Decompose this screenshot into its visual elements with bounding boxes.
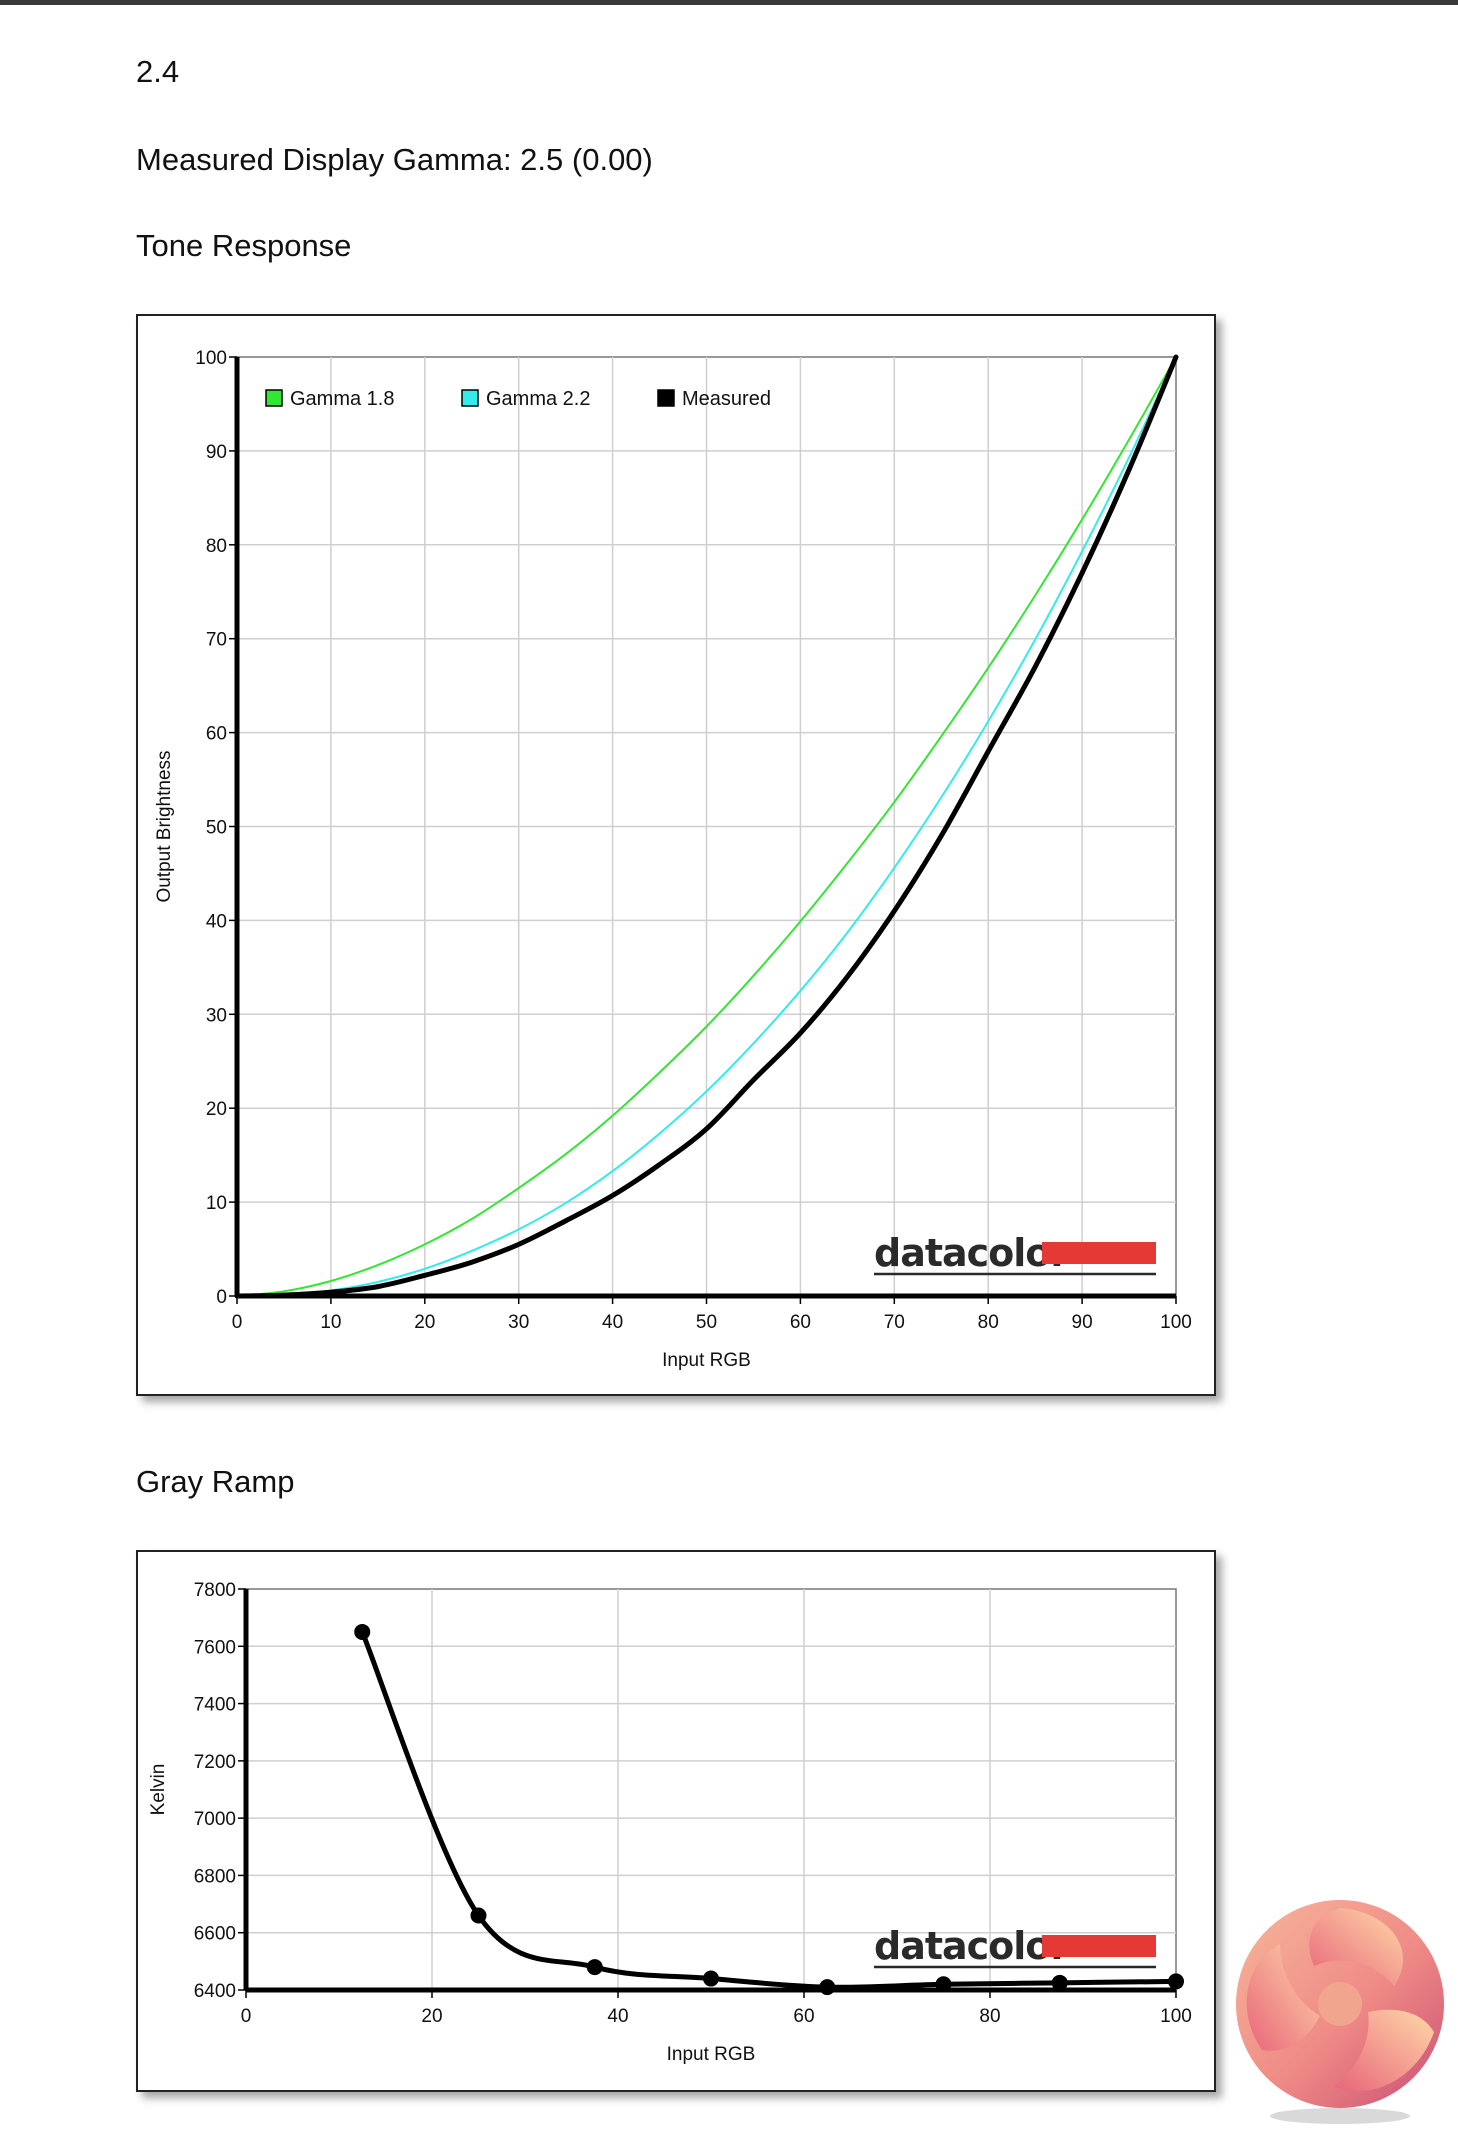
- data-point: [354, 1623, 371, 1640]
- top-border-bar: [0, 0, 1458, 5]
- y-tick-label: 0: [216, 1287, 227, 1308]
- x-tick-label: 60: [790, 1312, 811, 1333]
- legend-label: Gamma 1.8: [290, 388, 394, 410]
- measured-gamma-text: Measured Display Gamma: 2.5 (0.00): [136, 142, 653, 177]
- gray-ramp-title: Gray Ramp: [136, 1464, 295, 1499]
- x-tick-label: 80: [978, 1312, 999, 1333]
- data-point: [1168, 1973, 1184, 1990]
- legend-label: Gamma 2.2: [486, 388, 590, 410]
- legend-swatch: [265, 389, 283, 407]
- datacolor-watermark-bar: [1042, 1242, 1156, 1264]
- y-tick-label: 40: [206, 911, 227, 932]
- y-tick-label: 7400: [194, 1695, 236, 1716]
- y-tick-label: 80: [206, 536, 227, 557]
- y-tick-label: 70: [206, 630, 227, 651]
- gray-ramp-panel: 0 20 40 60 80 100 6400 6600 6800 7000 7200 7400 7600…: [136, 1550, 1216, 2092]
- series-line-measured: [234, 354, 1179, 1299]
- data-point: [819, 1979, 836, 1996]
- datacolor-watermark-text: datacolor: [874, 1924, 1069, 1968]
- x-tick-label: 20: [414, 1312, 435, 1333]
- tone-response-chart: 0 10 20 30 40 50 60 70 80 90 100 0 10 20 30 40 50 60 70 80 9…: [154, 348, 1192, 1371]
- series-line-kelvin: [359, 1629, 1179, 1990]
- y-tick-label: 30: [206, 1005, 227, 1026]
- y-tick-label: 7800: [194, 1580, 236, 1601]
- swirl-logo-icon: [1236, 1900, 1444, 2124]
- x-tick-label: 100: [1160, 2006, 1192, 2027]
- x-tick-label: 10: [320, 1312, 341, 1333]
- x-tick-label: 90: [1072, 1312, 1093, 1333]
- data-point: [703, 1970, 719, 1987]
- series-line-gamma-1-8: [236, 356, 1177, 1297]
- x-tick-label: 40: [602, 1312, 623, 1333]
- y-tick-label: 6600: [194, 1924, 236, 1945]
- x-axis-label: Input RGB: [667, 2044, 756, 2065]
- y-tick-label: 20: [206, 1099, 227, 1120]
- data-point: [470, 1907, 487, 1924]
- series-line-gamma-2-2: [236, 356, 1177, 1297]
- datacolor-watermark-text: datacolor: [874, 1231, 1069, 1275]
- x-tick-label: 0: [232, 1312, 243, 1333]
- y-tick-label: 50: [206, 818, 227, 839]
- y-axis-label: Kelvin: [148, 1764, 169, 1816]
- datacolor-watermark-bar: [1042, 1935, 1156, 1957]
- x-tick-label: 80: [979, 2006, 1000, 2027]
- y-tick-label: 90: [206, 442, 227, 463]
- gamma-target-text: 2.4: [136, 54, 180, 89]
- y-tick-label: 10: [206, 1193, 227, 1214]
- y-tick-label: 100: [195, 348, 227, 369]
- y-tick-label: 7000: [194, 1809, 236, 1830]
- x-tick-label: 100: [1160, 1312, 1192, 1333]
- x-axis-label: Input RGB: [662, 1350, 751, 1371]
- x-tick-label: 40: [607, 2006, 628, 2027]
- tone-response-panel: 0 10 20 30 40 50 60 70 80 90 100 0 10 20 30 40 50 60 70 80 9…: [136, 314, 1216, 1396]
- y-axis-label: Output Brightness: [154, 750, 175, 902]
- data-point: [1051, 1974, 1068, 1991]
- y-tick-label: 6800: [194, 1866, 236, 1887]
- plot-area: [245, 1588, 1177, 1991]
- x-tick-label: 30: [508, 1312, 529, 1333]
- y-tick-label: 60: [206, 724, 227, 745]
- y-tick-label: 6400: [194, 1981, 236, 2002]
- tone-response-title: Tone Response: [136, 228, 352, 263]
- x-tick-label: 70: [884, 1312, 905, 1333]
- gray-ramp-chart: 0 20 40 60 80 100 6400 6600 6800 7000 7200 7400 7600…: [148, 1580, 1192, 2065]
- data-point: [586, 1959, 603, 1976]
- x-tick-label: 50: [696, 1312, 717, 1333]
- x-tick-label: 60: [793, 2006, 814, 2027]
- site-logo: [1222, 1882, 1458, 2130]
- x-tick-label: 20: [421, 2006, 442, 2027]
- y-tick-label: 7600: [194, 1637, 236, 1658]
- y-tick-label: 7200: [194, 1752, 236, 1773]
- legend-label: Measured: [682, 388, 771, 410]
- legend-swatch: [657, 389, 675, 407]
- legend-swatch: [461, 389, 479, 407]
- x-tick-label: 0: [241, 2006, 252, 2027]
